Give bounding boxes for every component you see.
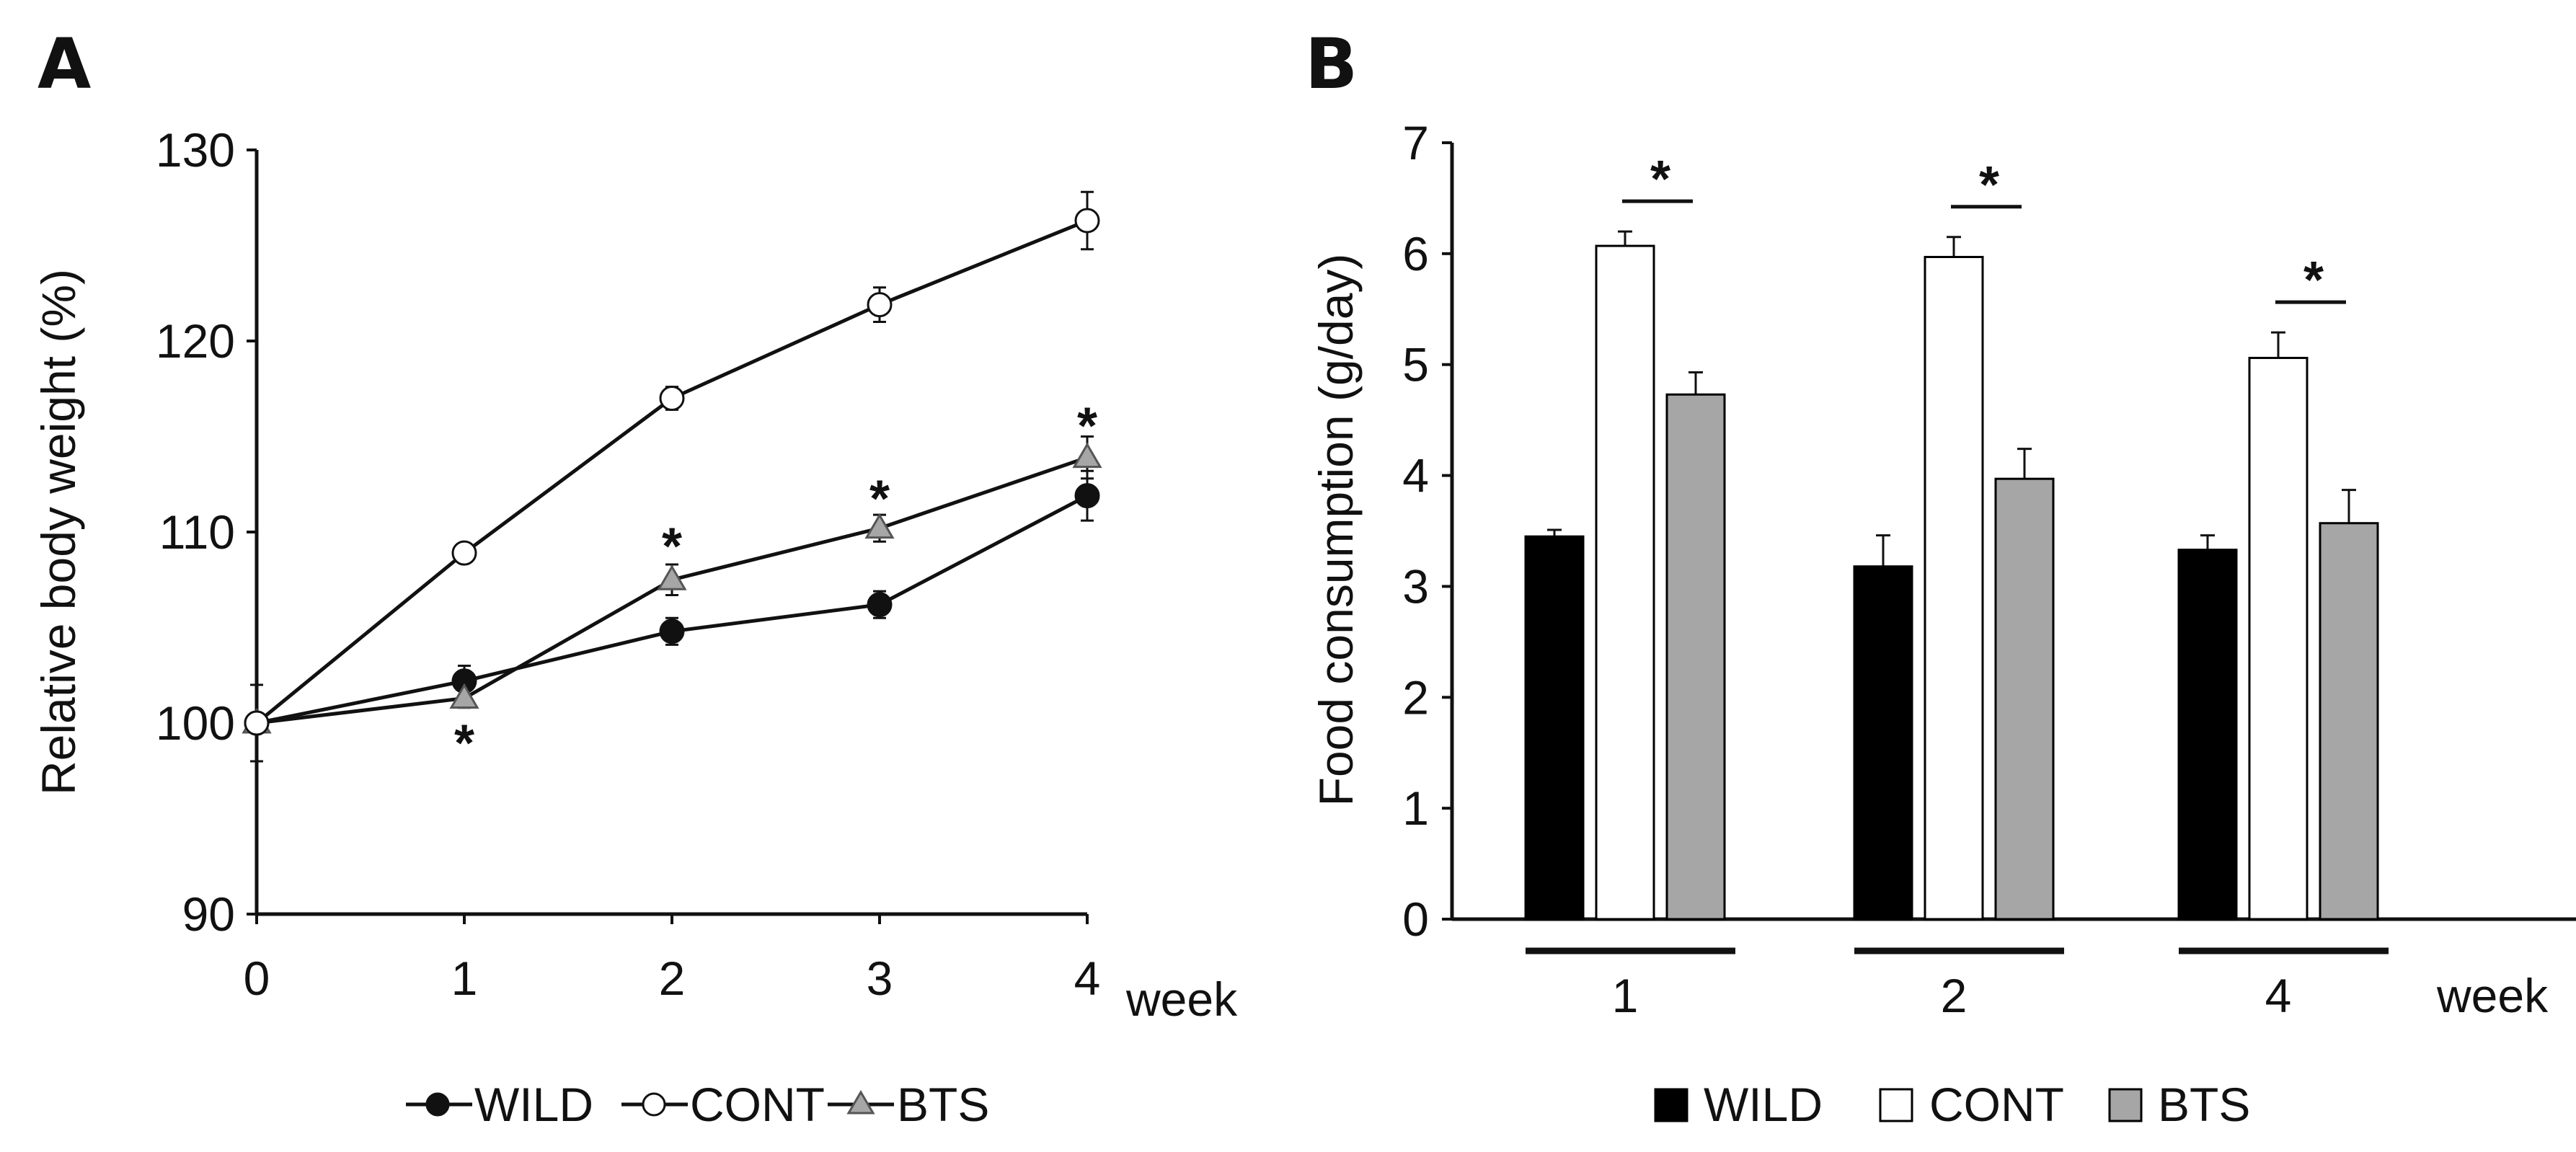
y-tick-label: 120 (156, 314, 235, 368)
y-tick-label: 110 (159, 505, 235, 559)
data-point-bts (449, 683, 479, 709)
y-tick-label: 3 (1402, 559, 1429, 613)
significance-star: * (1979, 156, 1999, 214)
x-tick-label: 4 (2265, 969, 2292, 1022)
legend-label-bts: BTS (897, 1078, 989, 1131)
legend-label-wild: WILD (1704, 1078, 1823, 1131)
y-tick-label: 4 (1402, 449, 1429, 502)
panel-b-x-axis-title: week (2436, 969, 2549, 1022)
bar-bts (1994, 477, 2055, 921)
data-point-cont (867, 292, 893, 318)
data-point-wild (659, 619, 685, 644)
x-tick-label: 3 (867, 952, 893, 1005)
data-point-cont (244, 710, 270, 736)
bar-wild (1853, 565, 1913, 921)
bar-bts (2319, 522, 2379, 921)
x-tick-label: 2 (1941, 969, 1968, 1022)
y-tick-label: 7 (1402, 116, 1429, 169)
panel-b-y-axis-title: Food consumption (g/day) (1309, 254, 1363, 807)
x-tick-label: 2 (659, 952, 686, 1005)
legend-swatch-wild (1654, 1088, 1688, 1122)
legend-marker-cont (642, 1092, 666, 1117)
y-tick-label: 90 (182, 887, 235, 941)
x-tick-label: 1 (1612, 969, 1639, 1022)
data-point-cont (659, 386, 685, 411)
legend-label-bts: BTS (2158, 1078, 2250, 1131)
significance-star: * (1077, 398, 1097, 456)
bar-wild (2177, 549, 2238, 921)
legend-swatch-cont (1879, 1088, 1913, 1122)
panel-a-x-axis-title: week (1125, 972, 1238, 1026)
panel-a-letter: A (37, 24, 91, 105)
legend-marker-bts (846, 1090, 875, 1115)
x-tick-label: 4 (1074, 952, 1101, 1005)
significance-star: * (1650, 151, 1670, 208)
y-tick-label: 5 (1402, 338, 1429, 391)
y-tick-label: 0 (1402, 892, 1429, 946)
panel-a-legend: WILD CONT BTS (406, 1078, 989, 1131)
bar-cont (1595, 244, 1655, 921)
significance-star: * (454, 715, 474, 773)
panel-b-legend: WILD CONT BTS (1654, 1078, 2250, 1131)
bar-cont (1924, 255, 1984, 921)
panel-b-chart: B 0 1 2 3 4 5 6 7 * * * 1 2 4 Food consumption (g/d… (1305, 24, 2576, 1131)
data-point-wild (867, 592, 893, 618)
data-point-bts (657, 564, 687, 590)
y-tick-label: 100 (156, 696, 235, 750)
legend-marker-wild (425, 1092, 450, 1117)
data-point-cont (1074, 208, 1100, 234)
data-point-bts (864, 513, 895, 539)
y-tick-label: 6 (1402, 227, 1429, 280)
legend-label-cont: CONT (690, 1078, 825, 1131)
bar-bts (1665, 393, 1726, 921)
y-tick-label: 1 (1402, 781, 1429, 835)
legend-label-cont: CONT (1929, 1078, 2064, 1131)
panel-a-chart: A 90 100 110 120 130 0 1 2 3 4 Relative body wei… (32, 24, 1238, 1131)
data-point-cont (451, 540, 477, 566)
significance-star: * (869, 470, 890, 528)
x-tick-label: 1 (451, 952, 478, 1005)
significance-star: * (662, 518, 682, 576)
data-point-bts (1072, 442, 1102, 469)
y-tick-label: 130 (156, 123, 235, 177)
y-tick-label: 2 (1402, 670, 1429, 724)
panel-b-letter: B (1305, 24, 1358, 105)
data-point-wild (1074, 483, 1100, 509)
bar-cont (2248, 356, 2309, 921)
significance-star: * (2303, 252, 2324, 309)
panel-a-y-axis-title: Relative body weight (%) (32, 269, 85, 795)
legend-swatch-bts (2108, 1088, 2143, 1122)
legend-label-wild: WILD (474, 1078, 593, 1131)
x-tick-label: 0 (244, 952, 270, 1005)
bar-wild (1524, 535, 1585, 921)
